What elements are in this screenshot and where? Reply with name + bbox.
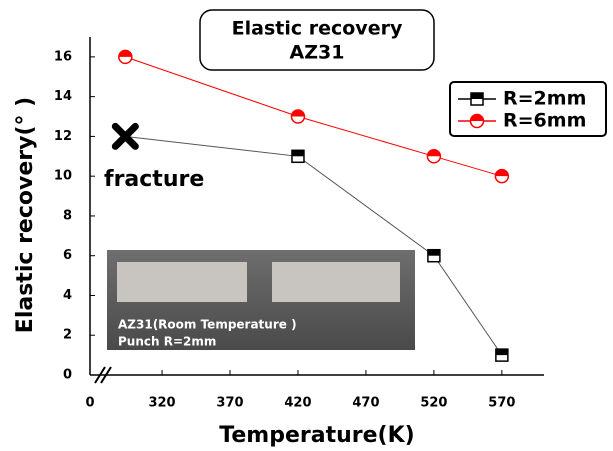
y-tick-label: 0 — [63, 368, 72, 383]
marker — [496, 349, 508, 361]
y-tick-label: 14 — [54, 89, 72, 104]
chart-title: Elastic recovery — [232, 18, 403, 40]
legend-marker — [471, 93, 483, 105]
inset-label: Punch R=2mm — [118, 335, 216, 349]
marker — [292, 150, 304, 162]
marker — [291, 110, 304, 123]
chart: Elastic recovery AZ31 AZ31(Room Temperat… — [0, 0, 613, 451]
marker — [427, 150, 440, 163]
x-tick-label: 520 — [420, 396, 447, 411]
x-tick-label: 320 — [148, 396, 175, 411]
x-tick-label: 0 — [85, 396, 94, 411]
y-tick-label: 6 — [63, 248, 72, 263]
fracture-marker — [115, 126, 135, 146]
y-tick-label: 4 — [63, 288, 72, 303]
specimen — [117, 262, 247, 302]
marker — [119, 50, 132, 63]
chart-subtitle: AZ31 — [290, 42, 345, 64]
y-tick-label: 12 — [54, 129, 72, 144]
inset-label: AZ31(Room Temperature ) — [118, 318, 297, 332]
y-tick-label: 16 — [54, 49, 72, 64]
annotation: fracture — [104, 167, 204, 192]
marker — [495, 170, 508, 183]
legend-label: R=6mm — [503, 110, 586, 132]
y-tick-label: 10 — [54, 169, 72, 184]
legend-label: R=2mm — [503, 88, 586, 110]
x-axis-label: Temperature(K) — [219, 423, 414, 448]
y-tick-label: 8 — [63, 208, 72, 223]
x-tick-label: 470 — [352, 396, 379, 411]
x-tick-label: 420 — [284, 396, 311, 411]
series-line — [125, 57, 502, 176]
legend-marker — [471, 115, 484, 128]
y-tick-label: 2 — [63, 328, 72, 343]
specimen — [272, 262, 400, 302]
marker — [428, 250, 440, 262]
x-tick-label: 570 — [488, 396, 515, 411]
y-axis-label: Elastic recovery(° ) — [13, 97, 38, 333]
x-tick-label: 370 — [216, 396, 243, 411]
